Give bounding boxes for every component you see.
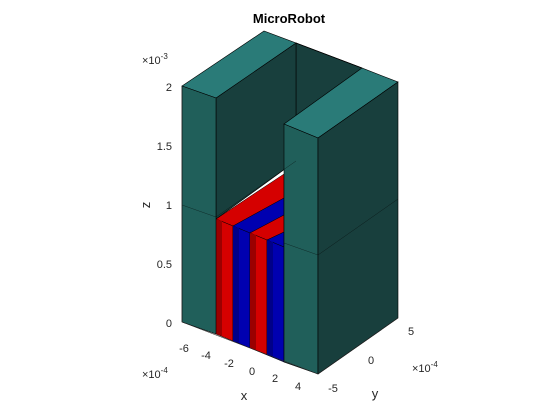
x-tick-label: 4 [295,381,301,393]
left-wall-front-face [181,85,217,335]
x-tick-label: -4 [201,350,211,362]
x-axis: -6 -4 -2 0 2 4 x ×10-4 [142,321,319,403]
x-tick-label: -6 [179,343,189,355]
blue-stripe-shade-1 [233,226,239,343]
blue-stripe-shade-2 [267,240,273,357]
red-stripe-shade-1 [216,219,222,336]
back-edge-line [295,42,363,69]
y-tick-label: -5 [328,383,338,395]
y-tick-label: 0 [368,355,374,367]
x-exponent: ×10-4 [142,366,168,381]
z-tick-label: 0.5 [157,259,172,271]
y-exponent: ×10-4 [412,360,438,375]
x-axis-label: x [241,388,248,403]
y-tick-label: 5 [408,326,414,338]
z-tick-label: 2 [166,82,172,94]
z-axis: 0 0.5 1 1.5 2 z ×10-3 [138,52,183,330]
red-stripe-shade-2 [250,233,256,350]
z-tick-label: 0 [166,318,172,330]
z-grid-line [181,160,297,218]
y-axis: -5 0 5 y ×10-4 [317,317,438,401]
x-tick-label: 2 [272,373,278,385]
x-tick-label: -2 [224,358,234,370]
z-tick-label: 1.5 [157,141,172,153]
z-axis-label: z [138,202,153,209]
x-tick-label: 0 [249,366,255,378]
z-grid-line-right [283,198,399,256]
plot-title: MicroRobot [253,11,326,26]
z-tick-label: 1 [166,200,172,212]
z-exponent: ×10-3 [142,52,168,67]
y-axis-label: y [372,386,379,401]
